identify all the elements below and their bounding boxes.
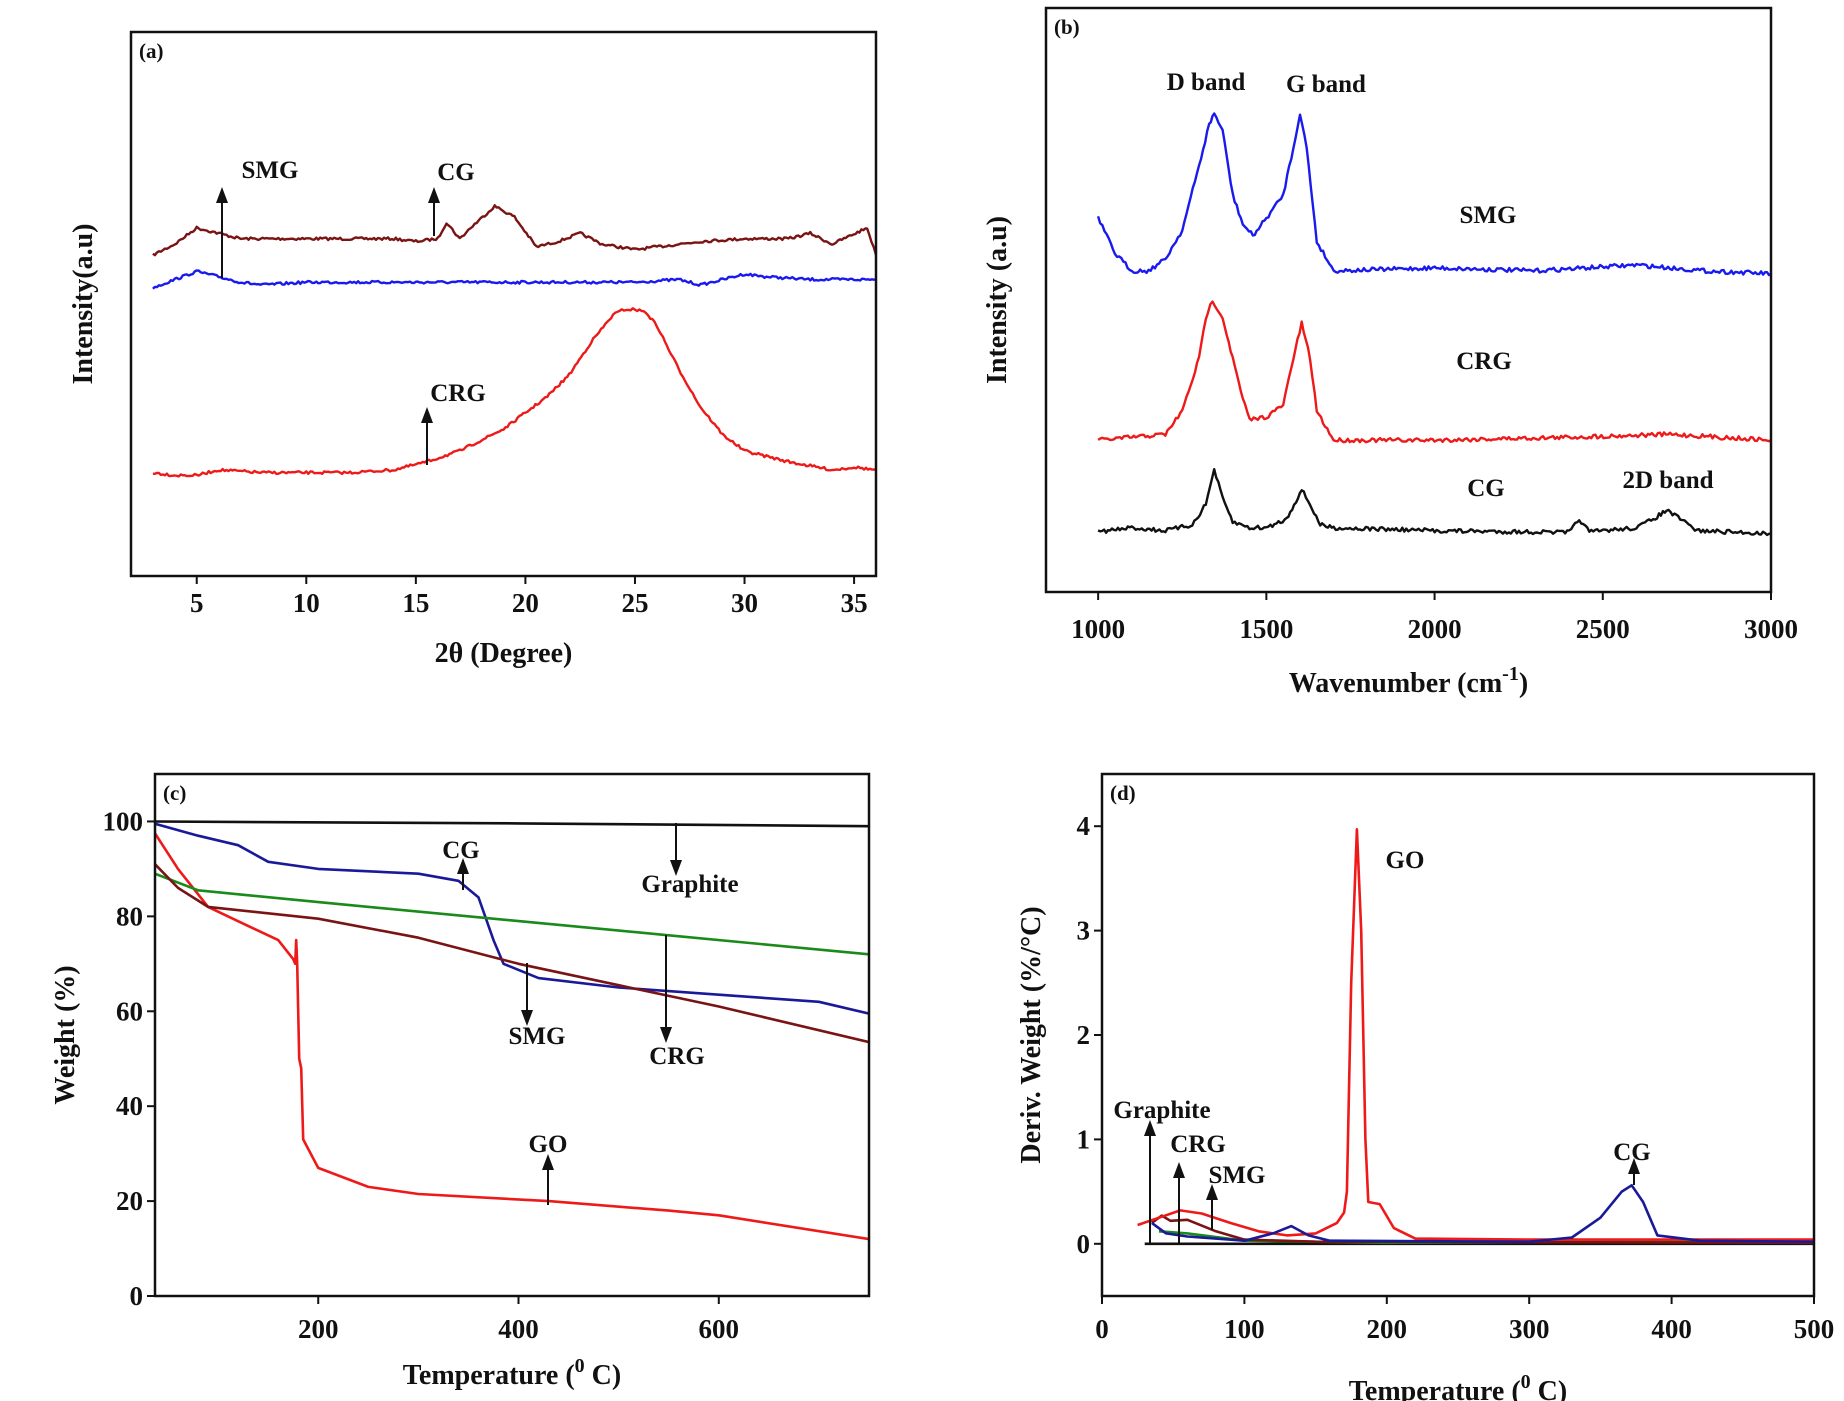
x-axis-label: Wavenumber (cm-1) — [1289, 663, 1528, 699]
y-axis-label: Intensity(a.u) — [68, 223, 99, 384]
x-tick-label: 20 — [512, 588, 539, 618]
series-line-cg — [1097, 468, 1771, 537]
annotation-label: D band — [1167, 69, 1246, 96]
panel-tag: (a) — [139, 39, 164, 63]
annotation-label: CG — [437, 159, 475, 186]
plot-frame — [1100, 772, 1816, 1298]
panel-tag: (b) — [1054, 15, 1080, 39]
plot-frame — [1044, 6, 1773, 594]
x-axis-label: 2θ (Degree) — [435, 638, 573, 669]
x-axis-label-main: Temperature ( — [1349, 1376, 1521, 1401]
x-tick-label: 25 — [621, 588, 648, 618]
y-tick-label: 1 — [1077, 1124, 1091, 1154]
panel-tag: (d) — [1110, 781, 1136, 805]
annotation-label: CG — [442, 837, 480, 864]
series-line-cg — [155, 822, 869, 1015]
series-line-crg — [1097, 300, 1771, 444]
annotation-label: SMG — [1460, 202, 1517, 229]
annotation-label: CG — [1613, 1139, 1651, 1166]
y-tick-label: 0 — [1077, 1229, 1091, 1259]
annotation-label: CRG — [430, 380, 486, 407]
x-axis-label-superscript: -1 — [1502, 663, 1519, 685]
annotation-label: CRG — [649, 1043, 705, 1070]
x-axis-label: Temperature (0 C) — [403, 1355, 621, 1391]
x-tick-label: 1000 — [1071, 614, 1125, 644]
x-tick-label: 100 — [1224, 1314, 1265, 1344]
y-tick-label: 3 — [1077, 916, 1091, 946]
annotation-label: CRG — [1170, 1131, 1226, 1158]
annotation-label: GO — [1386, 847, 1425, 874]
y-axis-label: Deriv. Weight (%/°C) — [1016, 906, 1047, 1163]
panel-b: (b) 1000 1500 2000 2500 3000 Wavenumber (cm-1)… — [982, 6, 1798, 699]
panel-tag: (c) — [163, 781, 186, 805]
x-tick-label: 600 — [699, 1314, 740, 1344]
x-tick-label: 400 — [498, 1314, 539, 1344]
series-line-smg — [152, 269, 876, 290]
annotation-label: 2D band — [1622, 467, 1713, 494]
x-tick-label: 3000 — [1744, 614, 1798, 644]
series-line-smg — [1096, 112, 1771, 277]
x-tick-label: 30 — [731, 588, 758, 618]
x-axis-label-end: C) — [585, 1360, 622, 1391]
y-tick-label: 100 — [103, 806, 144, 836]
annotation-label: Graphite — [641, 871, 738, 898]
plot-frame — [153, 772, 871, 1298]
y-tick-label: 0 — [130, 1281, 144, 1311]
annotation-label: GO — [529, 1131, 568, 1158]
x-axis-label-main: Temperature ( — [403, 1360, 575, 1391]
x-tick-label: 200 — [1367, 1314, 1408, 1344]
y-axis-label: Intensity (a.u) — [982, 216, 1013, 384]
x-tick-label: 0 — [1095, 1314, 1109, 1344]
series-line-smg — [155, 863, 869, 1044]
x-tick-label: 10 — [293, 588, 320, 618]
annotation-label: CG — [1467, 475, 1505, 502]
x-tick-label: 1500 — [1239, 614, 1293, 644]
series-line-crg — [152, 307, 876, 478]
x-tick-label: 500 — [1794, 1314, 1835, 1344]
y-tick-label: 40 — [116, 1091, 143, 1121]
y-tick-label: 2 — [1077, 1020, 1091, 1050]
x-tick-label: 5 — [190, 588, 204, 618]
x-tick-label: 15 — [402, 588, 429, 618]
x-tick-label: 300 — [1509, 1314, 1550, 1344]
x-axis-label-superscript: 0 — [1521, 1371, 1531, 1393]
series-line-graphite — [155, 820, 869, 828]
annotation-label: SMG — [242, 157, 299, 184]
x-tick-label: 200 — [298, 1314, 339, 1344]
x-axis-label-end: ) — [1519, 668, 1528, 699]
plot-frame — [129, 30, 878, 578]
y-tick-label: 60 — [116, 996, 143, 1026]
annotation-label: SMG — [509, 1023, 566, 1050]
series-line-cg — [152, 204, 876, 257]
x-tick-label: 2000 — [1408, 614, 1462, 644]
series-line-crg — [155, 872, 869, 956]
series-line-cg — [1151, 1184, 1814, 1243]
x-axis-label-end: C) — [1531, 1376, 1568, 1401]
annotation-label: Graphite — [1113, 1097, 1210, 1124]
x-tick-label: 2500 — [1576, 614, 1630, 644]
y-tick-label: 20 — [116, 1186, 143, 1216]
annotation-label: CRG — [1456, 348, 1512, 375]
annotation-label: G band — [1286, 71, 1366, 98]
x-axis-label-superscript: 0 — [575, 1355, 585, 1377]
x-axis-label: Temperature (0 C) — [1349, 1371, 1567, 1401]
y-tick-label: 4 — [1077, 811, 1091, 841]
panel-a: (a) 5 10 15 20 25 30 35 2θ (Degree) Intensity(a.u… — [68, 30, 878, 669]
annotation-label: SMG — [1209, 1162, 1266, 1189]
x-axis-label-main: Wavenumber (cm — [1289, 668, 1502, 699]
x-tick-label: 35 — [841, 588, 868, 618]
y-tick-label: 80 — [116, 901, 143, 931]
y-axis-label: Weight (%) — [50, 965, 81, 1104]
x-tick-label: 400 — [1651, 1314, 1692, 1344]
